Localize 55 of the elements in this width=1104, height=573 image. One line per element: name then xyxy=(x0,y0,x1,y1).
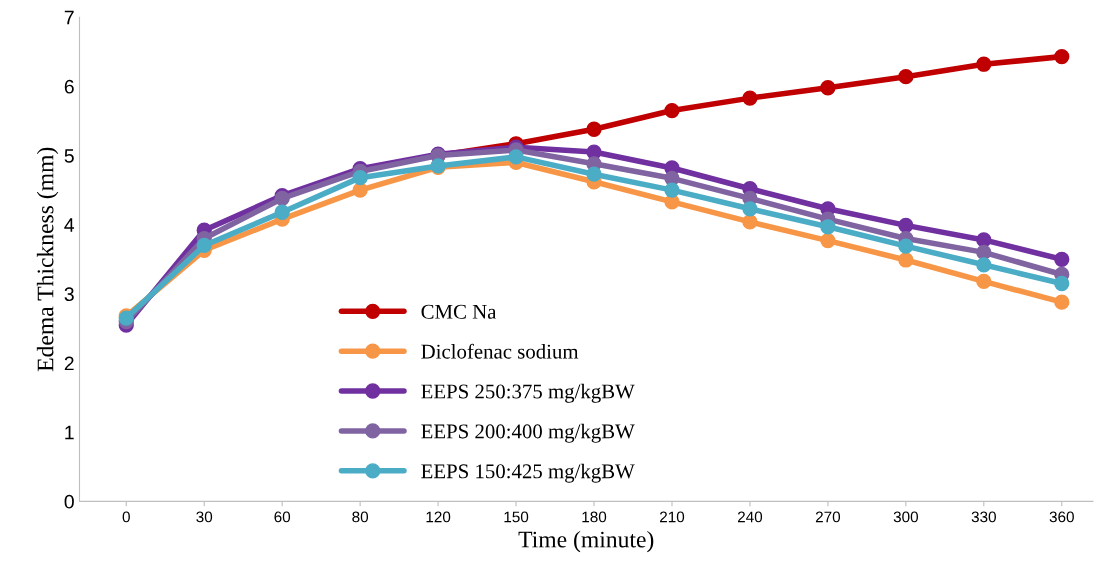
point xyxy=(976,257,992,273)
point xyxy=(976,56,992,72)
y-tick-label: 3 xyxy=(64,287,74,302)
point xyxy=(1054,251,1070,267)
point xyxy=(742,90,758,106)
y-tick-label: 2 xyxy=(64,356,74,371)
x-tick-label: 60 xyxy=(274,511,291,523)
y-tick-label: 1 xyxy=(65,425,74,440)
legend-label: CMC Na xyxy=(421,304,497,319)
point xyxy=(274,204,290,220)
point xyxy=(976,244,992,261)
x-tick-label: 180 xyxy=(582,511,607,523)
y-tick-label: 7 xyxy=(64,10,74,25)
y-tick-label: 4 xyxy=(64,218,75,232)
point xyxy=(664,182,680,198)
x-tick-label: 270 xyxy=(815,511,841,523)
point xyxy=(898,69,914,85)
point xyxy=(1054,48,1070,65)
point xyxy=(820,80,836,96)
point xyxy=(898,217,914,234)
point xyxy=(742,201,758,217)
legend-label: Diclofenac sodium xyxy=(421,343,579,359)
legend-label: EEPS 150:425 mg/kgBW xyxy=(421,463,635,483)
point xyxy=(352,170,368,186)
point xyxy=(820,232,836,249)
point xyxy=(586,121,602,137)
x-tick-label: 210 xyxy=(660,511,685,523)
point xyxy=(898,238,914,254)
point xyxy=(820,219,836,235)
x-tick-label: 30 xyxy=(196,511,213,523)
point xyxy=(664,102,680,119)
x-tick-label: 150 xyxy=(504,511,529,523)
point xyxy=(976,232,992,248)
point xyxy=(586,166,602,182)
y-axis-title: Edema Thickness (mm) xyxy=(36,147,59,372)
point xyxy=(1054,275,1070,292)
x-axis-title: Time (minute) xyxy=(518,530,654,553)
x-tick-label: 240 xyxy=(737,511,763,523)
point xyxy=(508,149,524,165)
x-tick-label: 360 xyxy=(1049,511,1074,523)
y-tick-label: 6 xyxy=(64,79,74,94)
y-tick-label: 0 xyxy=(64,494,74,509)
y-tick-label: 5 xyxy=(64,149,74,163)
x-tick-label: 0 xyxy=(122,511,130,523)
x-tick-label: 330 xyxy=(971,511,996,523)
point xyxy=(1054,294,1070,310)
x-tick-label: 300 xyxy=(893,511,919,523)
point xyxy=(742,214,758,230)
point xyxy=(976,273,992,290)
point xyxy=(196,237,212,254)
point xyxy=(898,252,914,268)
legend-label: EEPS 250:375 mg/kgBW xyxy=(421,383,635,403)
x-tick-label: 120 xyxy=(426,511,451,523)
legend-label: EEPS 200:400 mg/kgBW xyxy=(421,423,635,443)
x-tick-label: 80 xyxy=(352,511,369,523)
